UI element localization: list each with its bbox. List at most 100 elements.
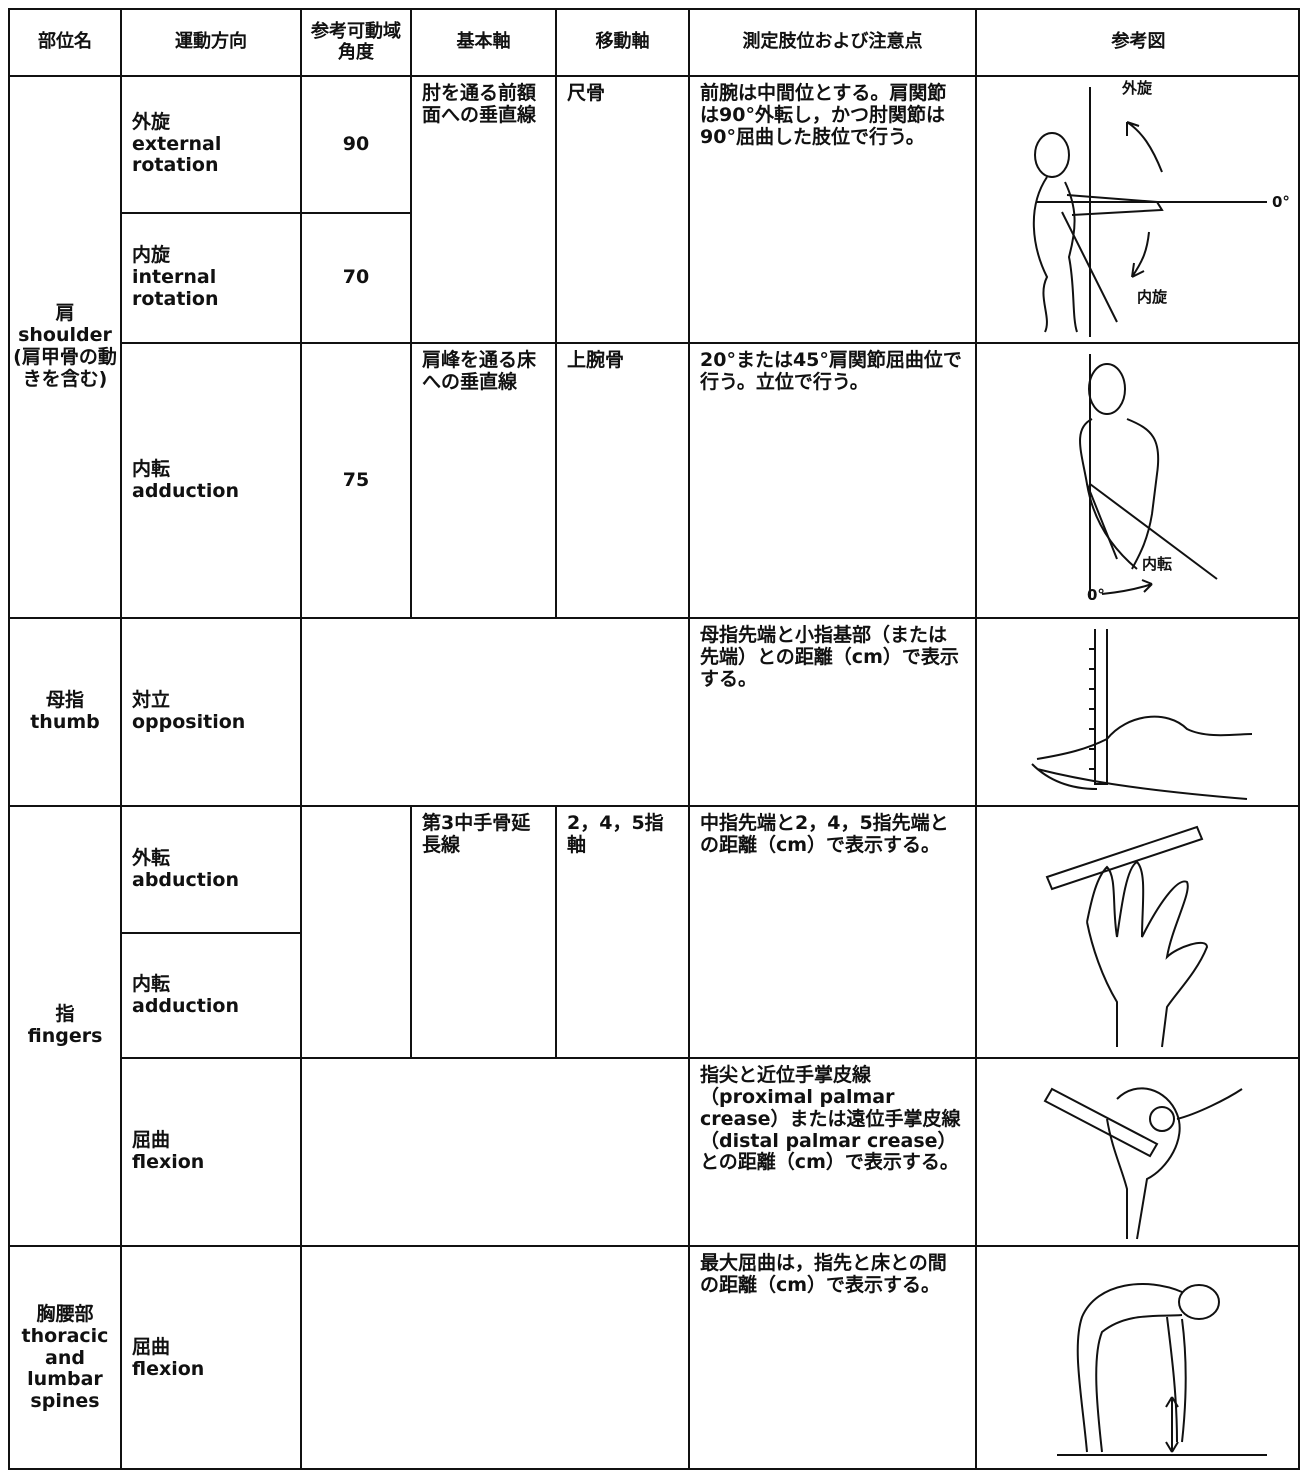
body-outline: [1076, 1283, 1187, 1453]
figure-cell: [975, 342, 1300, 617]
arrow: [1131, 231, 1150, 278]
figure-cell: [975, 617, 1300, 805]
notes-cell: 指尖と近位手掌皮線（proximal palmar crease）または遠位手掌…: [688, 1057, 975, 1245]
region-cell: 指 fingers: [8, 805, 120, 1245]
figure-label: 内旋: [1137, 288, 1168, 306]
movement-cell: 対立 opposition: [120, 617, 300, 805]
figure-label: 外旋: [1121, 79, 1153, 97]
cell-text: 参考図: [1111, 31, 1166, 53]
cell-text: 肘を通る前額面への垂直線: [422, 82, 537, 126]
empty-cell: [300, 617, 688, 805]
cell-text: (肩甲骨の動きを含む): [13, 346, 117, 390]
cell-text: 内転: [132, 972, 171, 995]
empty-cell: [300, 1057, 688, 1245]
figure-label: 0°: [1087, 586, 1105, 604]
cell-text: internal rotation: [132, 266, 219, 310]
cell-text: 20°または45°肩関節屈曲位で行う。立位で行う。: [700, 349, 962, 393]
moving-axis-cell: 2，4，5指軸: [555, 805, 688, 1057]
figure-shoulder-rotation: 外旋 0° 内旋: [1032, 79, 1290, 337]
head: [1088, 363, 1126, 415]
header-cell: 基本軸: [410, 8, 555, 75]
cell-text: 母指先端と小指基部（または先端）との距離（cm）で表示する。: [700, 624, 959, 690]
cell-text: 最大屈曲は，指先と床との間の距離（cm）で表示する。: [700, 1252, 947, 1296]
arrow: [1101, 579, 1153, 595]
header-cell: 参考可動域角度: [300, 8, 410, 75]
moving-line: [1089, 483, 1218, 580]
cell-text: 指尖と近位手掌皮線（proximal palmar crease）または遠位手掌…: [700, 1064, 961, 1174]
cell-text: adduction: [132, 994, 239, 1017]
cell-text: 内旋: [132, 244, 171, 267]
cell-text: 指: [55, 1003, 75, 1026]
header-cell: 部位名: [8, 8, 120, 75]
cell-text: shoulder: [18, 324, 112, 347]
cell-text: 上腕骨: [567, 349, 625, 371]
cell-text: 対立: [132, 689, 171, 712]
fingertip: [1149, 1106, 1175, 1132]
cell-text: abduction: [132, 868, 239, 891]
cell-text: flexion: [132, 1151, 205, 1173]
moving-axis-cell: 尺骨: [555, 75, 688, 342]
movement-cell: 屈曲 flexion: [120, 1245, 300, 1470]
rom-cell: 70: [300, 212, 410, 342]
movement-cell: 内転 adduction: [120, 932, 300, 1057]
cell-text: thumb: [30, 711, 100, 733]
cell-text: 移動軸: [595, 31, 650, 53]
header-cell: 参考図: [975, 8, 1300, 75]
basic-axis-cell: 肘を通る前額面への垂直線: [410, 75, 555, 342]
notes-cell: 母指先端と小指基部（または先端）との距離（cm）で表示する。: [688, 617, 975, 805]
hand-outline: [1086, 860, 1209, 1048]
hand-outline: [1106, 1087, 1243, 1240]
forearm: [1066, 194, 1164, 216]
header-cell: 運動方向: [120, 8, 300, 75]
ruler: [1094, 629, 1108, 785]
rom-cell: 75: [300, 342, 410, 617]
cell-text: 第3中手骨延長線: [422, 812, 531, 856]
cell-text: 部位名: [38, 31, 92, 53]
figure-shoulder-adduction: 内転 0°: [1079, 354, 1218, 604]
ruler: [1043, 1087, 1159, 1158]
cell-text: adduction: [132, 479, 239, 502]
movement-cell: 外転 abduction: [120, 805, 300, 932]
cell-text: 2，4，5指軸: [567, 812, 664, 856]
moving-line: [1061, 211, 1118, 323]
cell-text: opposition: [132, 711, 246, 733]
figure-label: 0°: [1272, 193, 1290, 211]
cell-text: 尺骨: [567, 82, 606, 104]
cell-text: 70: [342, 266, 370, 289]
cell-text: 外転: [132, 846, 171, 869]
cell-text: 運動方向: [175, 31, 247, 53]
figure-cell: [975, 75, 1300, 342]
moving-axis-cell: 上腕骨: [555, 342, 688, 617]
region-cell: 胸腰部 thoracic and lumbar spines: [8, 1245, 120, 1470]
region-cell: 肩 shoulder (肩甲骨の動きを含む): [8, 75, 120, 617]
cell-text: 75: [342, 468, 370, 491]
cell-text: 胸腰部: [36, 1302, 94, 1325]
notes-cell: 最大屈曲は，指先と床との間の距離（cm）で表示する。: [688, 1245, 975, 1470]
cell-text: 90: [342, 132, 370, 155]
figure-cell: [975, 1245, 1300, 1470]
movement-cell: 内転 adduction: [120, 342, 300, 617]
cell-text: thoracic and lumbar spines: [21, 1324, 109, 1413]
arrow: [1126, 121, 1163, 173]
movement-cell: 屈曲 flexion: [120, 1057, 300, 1245]
hand-outline: [1031, 715, 1253, 800]
body-outline: [1032, 176, 1078, 333]
cell-text: fingers: [27, 1025, 103, 1047]
ruler-ticks: [1089, 648, 1095, 770]
arm: [1086, 483, 1138, 570]
ruler: [1045, 825, 1204, 891]
cell-text: external rotation: [132, 132, 222, 177]
cell-text: 測定肢位および注意点: [742, 31, 923, 53]
movement-cell: 内旋 internal rotation: [120, 212, 300, 342]
basic-axis-cell: 第3中手骨延長線: [410, 805, 555, 1057]
body-outline: [1079, 418, 1160, 570]
cell-text: 屈曲: [132, 1335, 171, 1358]
empty-cell: [300, 805, 410, 1057]
cell-text: 基本軸: [456, 31, 511, 53]
figure-fingers-abduction: [1045, 825, 1209, 1048]
notes-cell: 20°または45°肩関節屈曲位で行う。立位で行う。: [688, 342, 975, 617]
figure-thumb-opposition: [1031, 629, 1253, 800]
movement-cell: 外旋 external rotation: [120, 75, 300, 212]
cell-text: 前腕は中間位とする。肩関節は90°外転し，かつ肘関節は90°屈曲した肢位で行う。: [700, 82, 947, 148]
